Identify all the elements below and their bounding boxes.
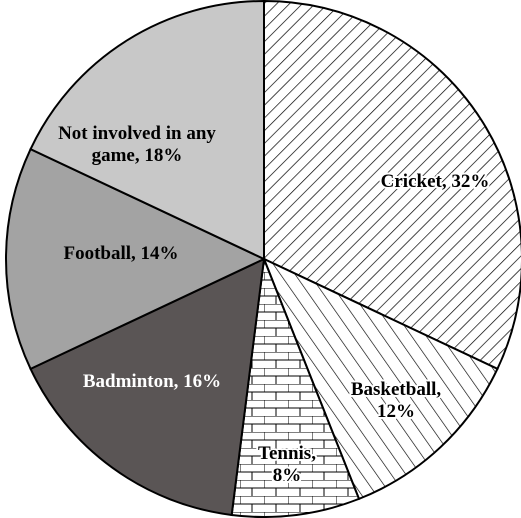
slice-label-line: 8% — [273, 465, 302, 486]
slice-label: Badminton, 16% — [83, 371, 221, 392]
slice-label-line: Cricket, 32% — [381, 171, 490, 192]
slice-label-line: game, 18% — [92, 145, 183, 166]
slice-label: Football, 14% — [63, 243, 178, 264]
slice-label-line: Badminton, 16% — [83, 371, 221, 392]
slice-label-line: Basketball, — [351, 379, 442, 400]
slice-label-line: Tennis, — [258, 443, 316, 464]
slice-label-line: Football, 14% — [63, 243, 178, 264]
slice-label-line: Not involved in any — [58, 123, 216, 144]
slice-label: Cricket, 32% — [381, 171, 490, 192]
slice-label-line: 12% — [377, 401, 415, 422]
